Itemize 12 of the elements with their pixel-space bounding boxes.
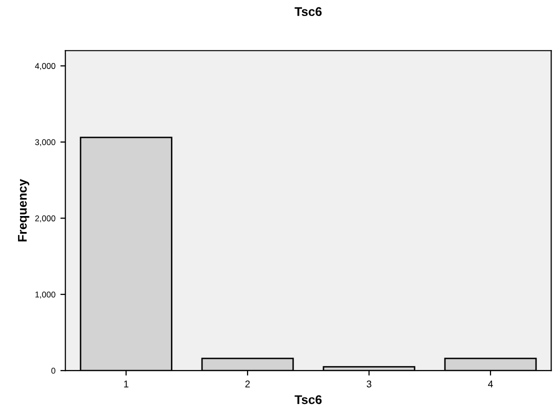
x-tick-label: 1 [124, 380, 128, 388]
y-axis-title: Frequency [18, 179, 30, 242]
x-tick-label: 2 [245, 380, 250, 388]
chart-title: Tsc6 [294, 7, 322, 16]
y-tick-label: 2,000 [35, 215, 56, 222]
y-tick-label: 1,000 [35, 292, 56, 298]
x-axis-title: Tsc6 [294, 395, 322, 404]
x-tick-label: 4 [488, 380, 493, 388]
y-tick-label: 0 [51, 368, 56, 374]
y-tick-label: 4,000 [34, 63, 56, 70]
x-tick-label: 3 [366, 380, 372, 388]
y-tick-label: 3,000 [35, 139, 56, 146]
